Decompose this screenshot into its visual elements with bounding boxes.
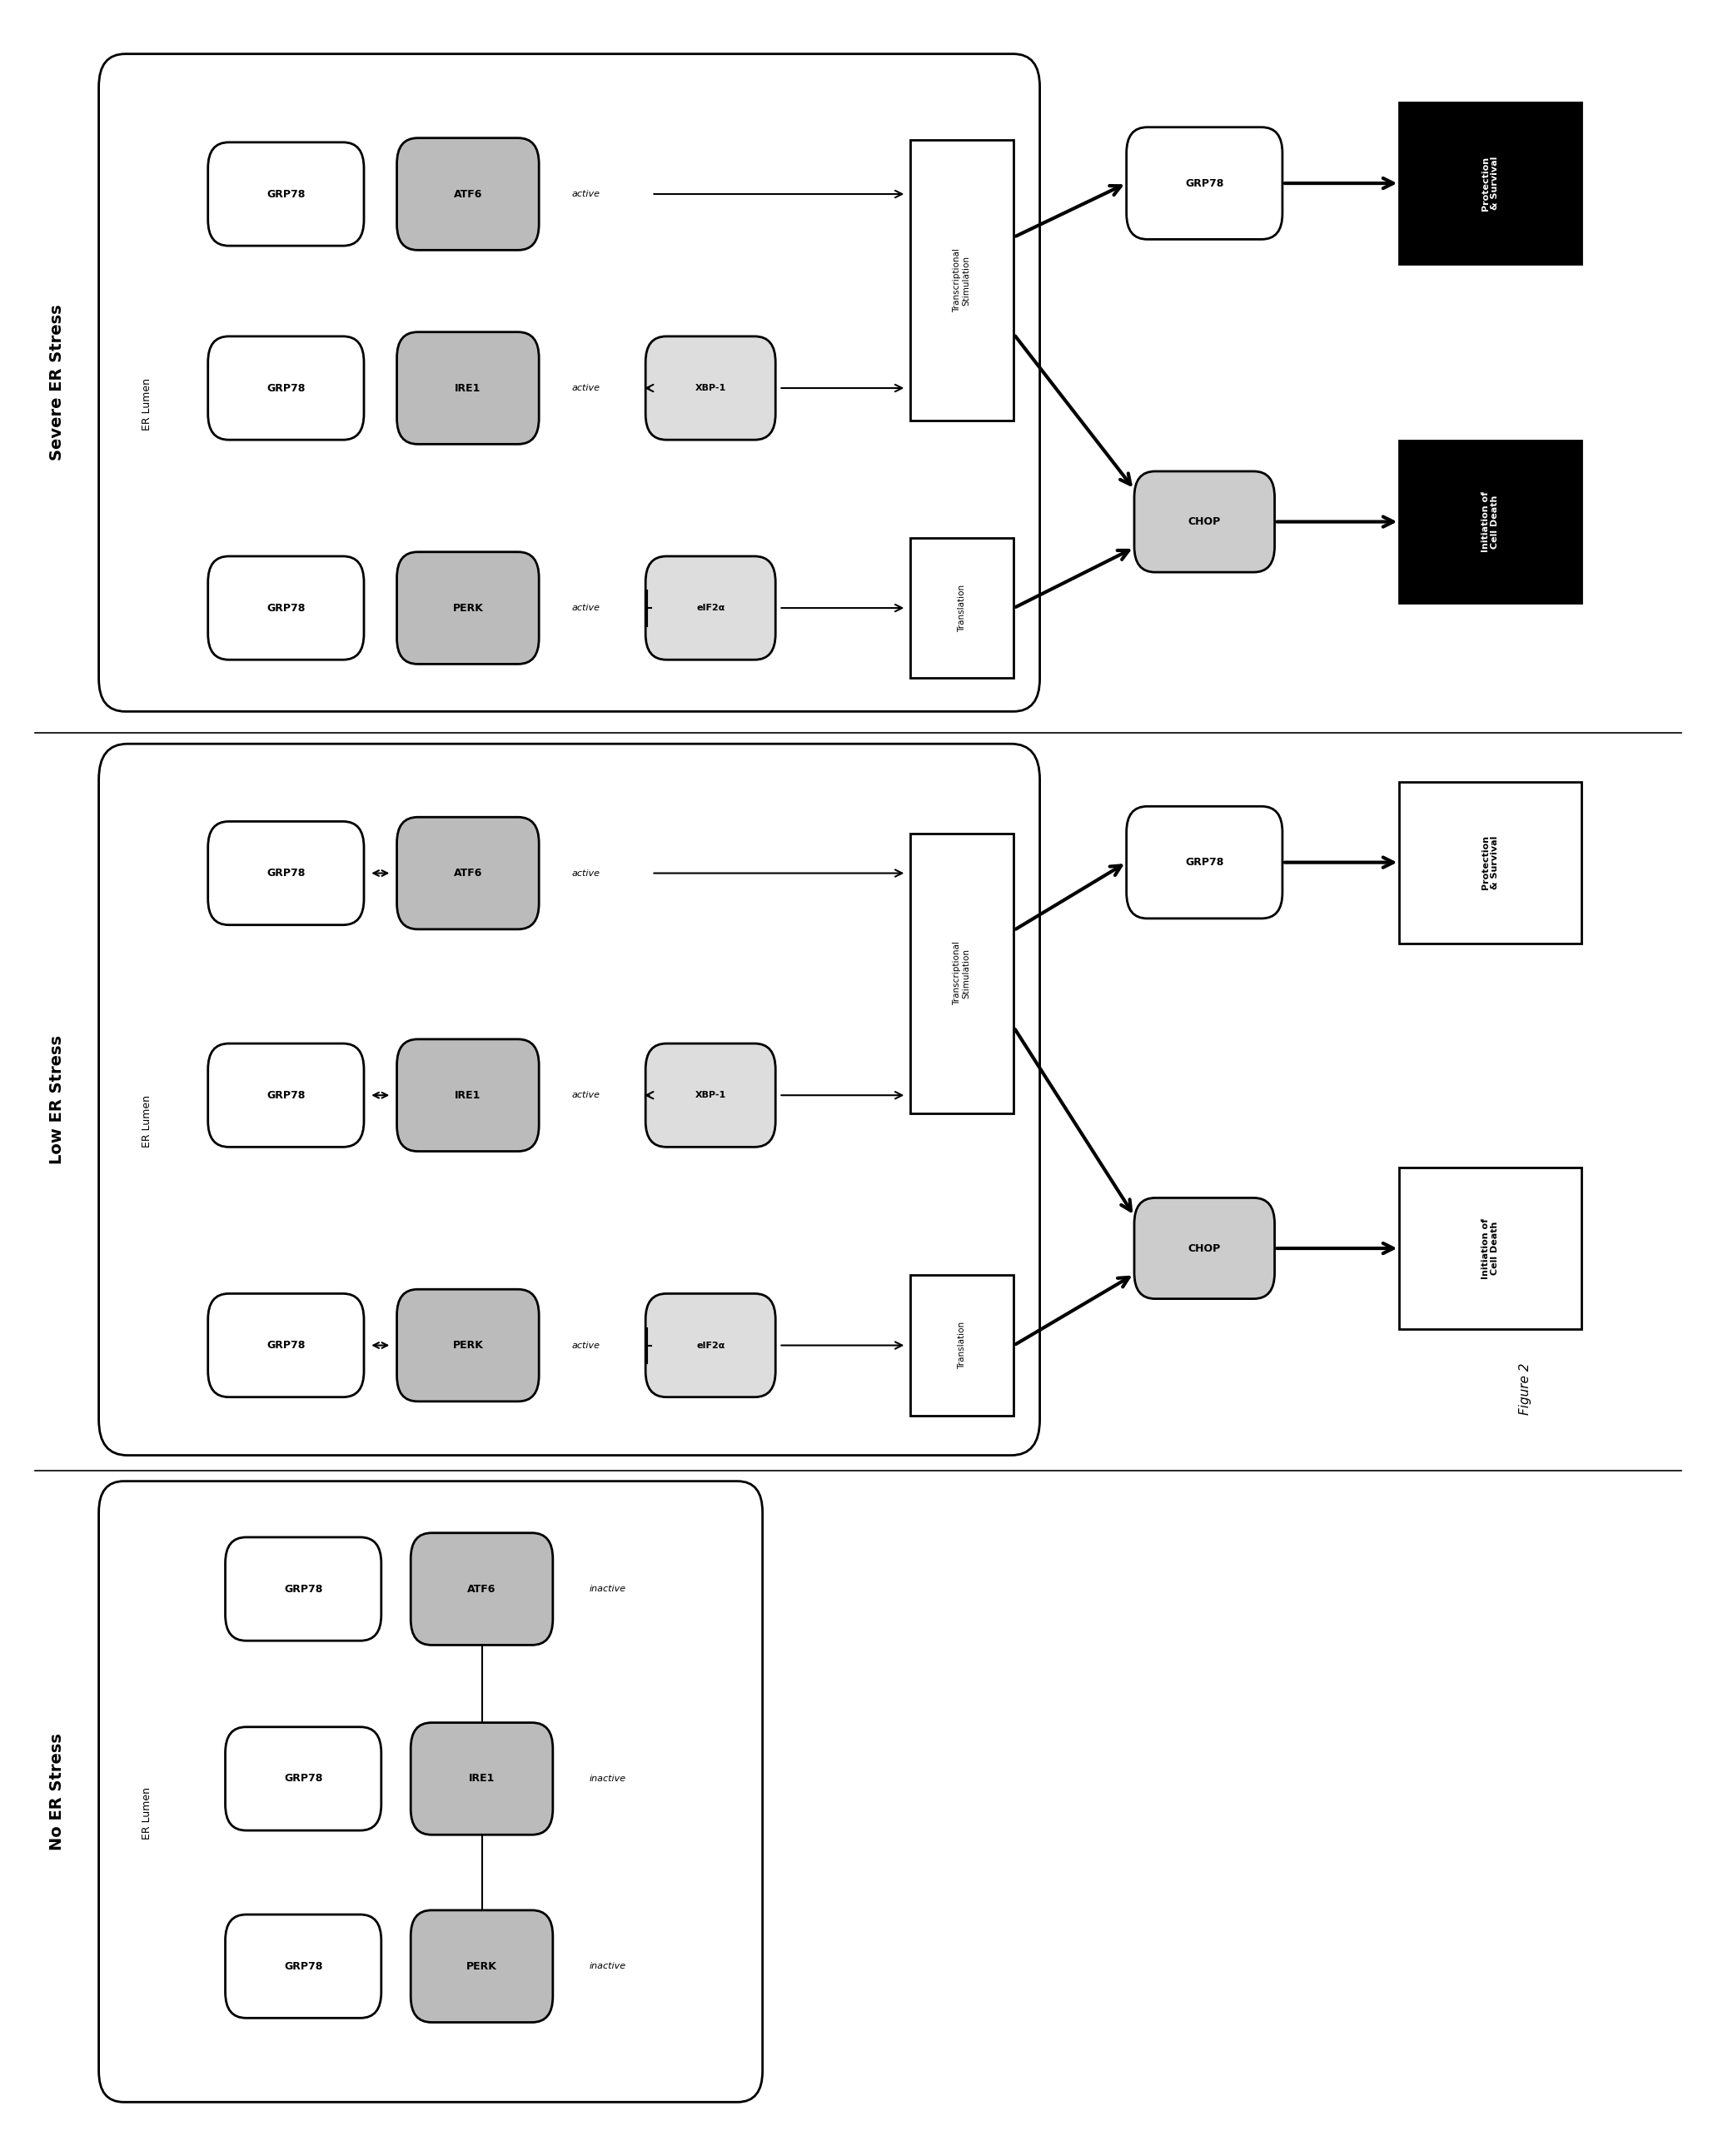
- Text: IRE1: IRE1: [454, 1089, 482, 1102]
- FancyBboxPatch shape: [411, 1723, 553, 1835]
- FancyBboxPatch shape: [645, 1294, 776, 1397]
- Text: GRP78: GRP78: [267, 602, 305, 614]
- Text: PERK: PERK: [452, 1339, 484, 1352]
- Text: active: active: [572, 869, 600, 877]
- FancyBboxPatch shape: [1126, 127, 1282, 239]
- Text: Initiation of
Cell Death: Initiation of Cell Death: [1482, 492, 1499, 552]
- FancyBboxPatch shape: [910, 539, 1014, 677]
- FancyBboxPatch shape: [208, 1294, 364, 1397]
- Text: Translation: Translation: [958, 584, 965, 632]
- Text: GRP78: GRP78: [284, 1583, 322, 1595]
- Text: GRP78: GRP78: [267, 1089, 305, 1102]
- Text: CHOP: CHOP: [1189, 515, 1220, 528]
- Text: GRP78: GRP78: [267, 188, 305, 201]
- FancyBboxPatch shape: [225, 1537, 381, 1641]
- Text: Transcriptional
Stimulation: Transcriptional Stimulation: [953, 942, 970, 1005]
- Text: Severe ER Stress: Severe ER Stress: [49, 304, 66, 461]
- Text: GRP78: GRP78: [284, 1960, 322, 1973]
- Text: No ER Stress: No ER Stress: [49, 1733, 66, 1850]
- FancyBboxPatch shape: [397, 138, 539, 250]
- FancyBboxPatch shape: [910, 140, 1014, 420]
- Text: GRP78: GRP78: [267, 382, 305, 395]
- Text: IRE1: IRE1: [454, 382, 482, 395]
- Text: active: active: [572, 190, 600, 198]
- Text: XBP-1: XBP-1: [695, 1091, 726, 1100]
- Text: Figure 2: Figure 2: [1518, 1363, 1532, 1414]
- FancyBboxPatch shape: [397, 817, 539, 929]
- Text: Translation: Translation: [958, 1322, 965, 1369]
- FancyBboxPatch shape: [1400, 783, 1580, 944]
- FancyBboxPatch shape: [208, 556, 364, 660]
- FancyBboxPatch shape: [208, 142, 364, 246]
- Text: GRP78: GRP78: [1185, 177, 1223, 190]
- Text: inactive: inactive: [589, 1962, 626, 1971]
- Text: Transcriptional
Stimulation: Transcriptional Stimulation: [953, 248, 970, 313]
- FancyBboxPatch shape: [1133, 1199, 1275, 1298]
- FancyBboxPatch shape: [645, 556, 776, 660]
- Text: ATF6: ATF6: [468, 1583, 496, 1595]
- Text: ER Lumen: ER Lumen: [142, 1787, 153, 1839]
- FancyBboxPatch shape: [1400, 442, 1580, 602]
- FancyBboxPatch shape: [225, 1727, 381, 1830]
- Text: active: active: [572, 384, 600, 392]
- Text: GRP78: GRP78: [1185, 856, 1223, 869]
- FancyBboxPatch shape: [397, 332, 539, 444]
- Text: PERK: PERK: [452, 602, 484, 614]
- Text: active: active: [572, 1341, 600, 1350]
- FancyBboxPatch shape: [411, 1533, 553, 1645]
- FancyBboxPatch shape: [411, 1910, 553, 2022]
- FancyBboxPatch shape: [208, 1044, 364, 1147]
- Text: eIF2α: eIF2α: [697, 604, 724, 612]
- Text: active: active: [572, 604, 600, 612]
- Text: inactive: inactive: [589, 1774, 626, 1783]
- Text: GRP78: GRP78: [267, 867, 305, 880]
- FancyBboxPatch shape: [645, 1044, 776, 1147]
- Text: ATF6: ATF6: [454, 188, 482, 201]
- FancyBboxPatch shape: [1400, 101, 1580, 263]
- FancyBboxPatch shape: [99, 744, 1040, 1455]
- FancyBboxPatch shape: [208, 336, 364, 440]
- FancyBboxPatch shape: [225, 1915, 381, 2018]
- Text: PERK: PERK: [466, 1960, 497, 1973]
- FancyBboxPatch shape: [397, 552, 539, 664]
- Text: active: active: [572, 1091, 600, 1100]
- FancyBboxPatch shape: [397, 1289, 539, 1401]
- Text: Low ER Stress: Low ER Stress: [49, 1035, 66, 1164]
- FancyBboxPatch shape: [1133, 472, 1275, 571]
- Text: inactive: inactive: [589, 1585, 626, 1593]
- Text: ATF6: ATF6: [454, 867, 482, 880]
- FancyBboxPatch shape: [1400, 1166, 1580, 1328]
- FancyBboxPatch shape: [910, 1274, 1014, 1414]
- Text: GRP78: GRP78: [284, 1772, 322, 1785]
- Text: Initiation of
Cell Death: Initiation of Cell Death: [1482, 1218, 1499, 1279]
- FancyBboxPatch shape: [208, 821, 364, 925]
- FancyBboxPatch shape: [99, 1481, 763, 2102]
- Text: ER Lumen: ER Lumen: [142, 377, 153, 431]
- FancyBboxPatch shape: [397, 1039, 539, 1151]
- Text: Protection
& Survival: Protection & Survival: [1482, 834, 1499, 890]
- Text: CHOP: CHOP: [1189, 1242, 1220, 1255]
- Text: eIF2α: eIF2α: [697, 1341, 724, 1350]
- FancyBboxPatch shape: [1126, 806, 1282, 918]
- Text: GRP78: GRP78: [267, 1339, 305, 1352]
- Text: IRE1: IRE1: [468, 1772, 496, 1785]
- Text: ER Lumen: ER Lumen: [142, 1095, 153, 1147]
- FancyBboxPatch shape: [910, 834, 1014, 1112]
- FancyBboxPatch shape: [645, 336, 776, 440]
- FancyBboxPatch shape: [99, 54, 1040, 711]
- Text: Protection
& Survival: Protection & Survival: [1482, 155, 1499, 211]
- Text: XBP-1: XBP-1: [695, 384, 726, 392]
